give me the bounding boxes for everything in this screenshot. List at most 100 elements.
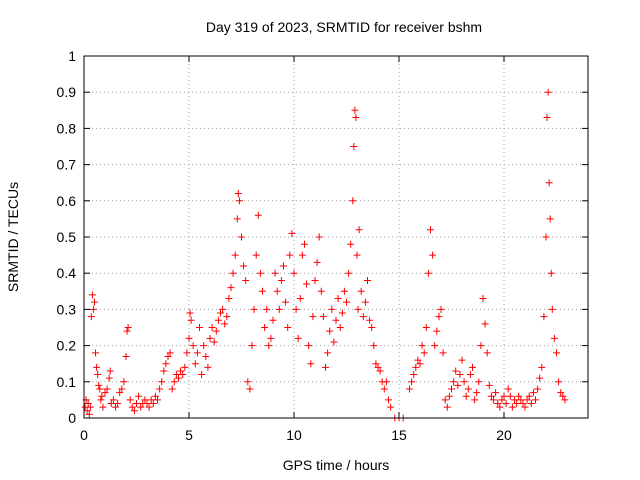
data-point xyxy=(452,367,460,375)
data-point xyxy=(106,367,114,375)
data-point xyxy=(439,349,447,357)
data-point xyxy=(235,197,243,205)
data-point xyxy=(416,360,424,368)
data-point xyxy=(502,400,510,408)
data-point xyxy=(487,392,495,400)
data-point xyxy=(359,313,367,321)
data-point xyxy=(427,226,434,234)
y-tick-label: 0 xyxy=(68,410,76,426)
data-point xyxy=(166,349,174,357)
data-point xyxy=(534,385,542,393)
data-point xyxy=(561,396,569,404)
data-point xyxy=(471,396,479,404)
data-point xyxy=(91,298,98,306)
data-point xyxy=(164,352,172,360)
data-point xyxy=(288,229,296,237)
data-point xyxy=(498,396,506,404)
data-point xyxy=(87,313,95,321)
data-point xyxy=(120,378,128,386)
data-point xyxy=(431,342,439,350)
data-point xyxy=(112,403,119,411)
data-point xyxy=(151,392,159,400)
data-point xyxy=(328,305,336,313)
y-tick-label: 0.6 xyxy=(57,193,77,209)
data-point xyxy=(265,342,273,350)
data-point xyxy=(435,313,443,321)
data-point xyxy=(254,211,262,219)
data-point xyxy=(175,374,182,382)
data-point xyxy=(284,324,292,331)
data-point xyxy=(357,287,365,295)
data-point xyxy=(196,324,203,331)
data-point xyxy=(191,360,199,368)
data-point xyxy=(298,251,306,259)
data-point xyxy=(214,316,222,324)
data-point xyxy=(269,316,277,324)
data-point xyxy=(248,342,256,350)
x-tick-label: 0 xyxy=(80,427,88,443)
data-point xyxy=(273,287,281,295)
data-point xyxy=(466,371,474,379)
data-point xyxy=(385,396,392,404)
data-point xyxy=(460,378,468,386)
axis-ticks: 00.10.20.30.40.50.60.70.80.910 5 10 15 20 xyxy=(57,48,588,443)
x-tick-label: 5 xyxy=(185,427,193,443)
data-point xyxy=(114,400,122,408)
data-point xyxy=(84,400,92,408)
data-point xyxy=(85,410,93,418)
data-point xyxy=(122,352,130,360)
data-point xyxy=(448,385,455,393)
data-point xyxy=(92,349,100,357)
data-point xyxy=(557,389,565,397)
y-tick-label: 0.2 xyxy=(57,338,77,354)
data-point xyxy=(221,320,229,328)
data-point xyxy=(547,269,555,277)
data-point xyxy=(89,305,97,313)
data-point xyxy=(294,334,302,342)
data-point xyxy=(149,400,157,408)
data-point xyxy=(521,403,529,411)
data-point xyxy=(242,276,250,284)
data-point xyxy=(94,371,102,379)
chart-title: Day 319 of 2023, SRMTID for receiver bsh… xyxy=(206,19,482,35)
data-point xyxy=(477,342,485,350)
data-point xyxy=(410,371,418,379)
data-point xyxy=(307,360,315,368)
data-point xyxy=(464,385,472,393)
y-tick-label: 0.1 xyxy=(57,374,77,390)
data-point xyxy=(116,389,124,397)
data-point xyxy=(181,363,189,371)
data-point xyxy=(156,385,164,393)
x-tick-label: 15 xyxy=(391,427,407,443)
data-point xyxy=(443,403,451,411)
data-point xyxy=(271,269,279,277)
data-point xyxy=(141,396,149,404)
data-point xyxy=(234,190,242,198)
data-point xyxy=(311,276,319,284)
data-point xyxy=(555,378,563,386)
data-point xyxy=(542,233,550,241)
data-point xyxy=(137,403,145,411)
data-point xyxy=(204,363,212,371)
data-point xyxy=(135,392,143,400)
data-point xyxy=(259,287,266,295)
data-point xyxy=(233,215,241,223)
data-point xyxy=(349,197,357,205)
data-point xyxy=(545,179,553,187)
data-point xyxy=(473,389,481,397)
data-point xyxy=(96,385,104,393)
data-point xyxy=(364,276,371,284)
data-point xyxy=(246,385,254,393)
data-point xyxy=(206,334,214,342)
data-points xyxy=(81,88,569,422)
data-point xyxy=(475,378,483,386)
data-point xyxy=(147,396,155,404)
data-point xyxy=(504,385,512,393)
data-point xyxy=(345,269,353,277)
data-point xyxy=(240,262,248,270)
data-point xyxy=(418,342,426,350)
data-point xyxy=(559,392,567,400)
data-point xyxy=(277,276,285,284)
data-point xyxy=(361,298,369,306)
